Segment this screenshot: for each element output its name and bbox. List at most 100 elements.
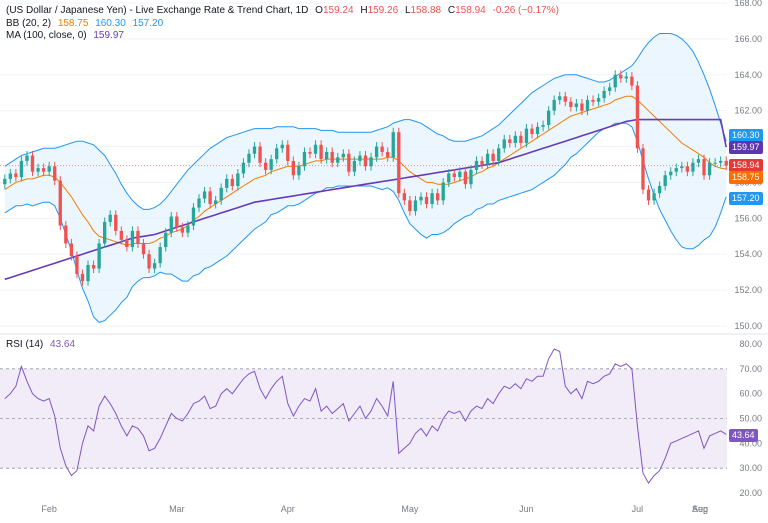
candle — [75, 256, 79, 274]
candle — [297, 166, 301, 176]
candle — [208, 191, 212, 204]
candle — [558, 96, 562, 100]
candle — [680, 166, 684, 169]
candle — [275, 148, 279, 160]
time-axis-label: Apr — [281, 504, 295, 514]
candle — [236, 173, 240, 187]
ma-legend: MA (100, close, 0) 159.97 — [6, 30, 124, 42]
candle — [724, 160, 728, 166]
candle — [397, 132, 401, 194]
time-axis-label: May — [401, 504, 419, 514]
candle — [474, 160, 479, 170]
ma-legend-value: 159.97 — [93, 30, 124, 41]
candle — [47, 166, 51, 172]
candle — [602, 90, 606, 99]
candle — [580, 103, 584, 111]
candle — [508, 139, 512, 143]
candle — [469, 169, 473, 185]
rsi-axis-label: 60.00 — [739, 389, 762, 399]
candle — [291, 160, 296, 176]
candle — [546, 110, 551, 126]
change-value: -0.26 (−0.17%) — [492, 5, 559, 16]
open-value: 159.24 — [322, 5, 354, 16]
candle — [408, 200, 412, 212]
price-axis-label: 150.00 — [734, 321, 762, 331]
candle — [252, 146, 257, 154]
candle — [674, 168, 678, 172]
candle — [535, 126, 540, 134]
candle — [452, 173, 456, 178]
candle — [119, 230, 123, 240]
candle — [641, 148, 645, 190]
candle — [19, 160, 24, 178]
candle — [202, 191, 207, 199]
candle — [596, 98, 601, 102]
candle — [391, 132, 395, 158]
candle — [608, 87, 612, 91]
rsi-axis-label: 70.00 — [739, 364, 762, 374]
bb-legend-label: BB (20, 2) — [6, 18, 52, 29]
candle — [430, 193, 434, 204]
candle — [519, 135, 523, 143]
candle — [374, 146, 379, 158]
time-axis-label: Mar — [169, 504, 185, 514]
candle — [97, 243, 101, 269]
candle — [164, 232, 168, 248]
time-axis-label: Aug — [692, 504, 708, 514]
candle — [191, 207, 196, 226]
candle — [125, 239, 129, 248]
price-axis-label: 154.00 — [734, 249, 762, 259]
candle — [53, 166, 57, 181]
candle — [691, 162, 695, 172]
symbol-title: (US Dollar / Japanese Yen) - Live Exchan… — [6, 5, 309, 16]
candle — [30, 155, 35, 172]
candle — [713, 162, 717, 164]
candle — [197, 198, 201, 208]
candle — [458, 171, 462, 178]
candle — [480, 160, 484, 165]
candle — [180, 227, 185, 233]
high-value: 159.26 — [367, 5, 399, 16]
candle — [424, 196, 429, 204]
ma-legend-label: MA (100, close, 0) — [6, 30, 87, 41]
candle — [41, 168, 46, 172]
candle — [463, 171, 468, 185]
candle — [91, 264, 96, 269]
candle — [491, 153, 495, 161]
candle — [485, 153, 490, 165]
price-axis-label: 166.00 — [734, 34, 762, 44]
rsi-legend-value: 43.64 — [50, 339, 76, 350]
candle — [635, 85, 640, 149]
rsi-legend: RSI (14) 43.64 — [6, 339, 75, 351]
bb-mid-price-tag: 158.75 — [729, 171, 763, 184]
candle — [25, 155, 29, 161]
candle — [646, 189, 651, 201]
candle — [225, 178, 229, 188]
candle — [719, 160, 723, 163]
candle — [413, 200, 418, 212]
candle — [707, 162, 712, 176]
candle — [80, 273, 85, 282]
candle — [669, 171, 673, 176]
candle — [380, 146, 384, 152]
candle — [336, 157, 340, 163]
low-value: 158.88 — [410, 5, 442, 16]
candle — [574, 103, 579, 108]
candle — [186, 225, 190, 233]
candle — [114, 214, 118, 231]
candle — [358, 155, 362, 161]
candle — [619, 74, 623, 79]
candle — [347, 153, 351, 172]
candle — [230, 178, 234, 187]
candle — [3, 178, 7, 185]
candle — [247, 153, 251, 163]
candle — [447, 173, 451, 183]
rsi-axis-label: 30.00 — [739, 463, 762, 473]
candle — [513, 135, 518, 143]
candle — [541, 125, 545, 127]
candle — [663, 175, 667, 187]
candle — [319, 144, 323, 160]
last-price-tag: 158.94 — [729, 159, 763, 172]
candle — [64, 225, 68, 244]
